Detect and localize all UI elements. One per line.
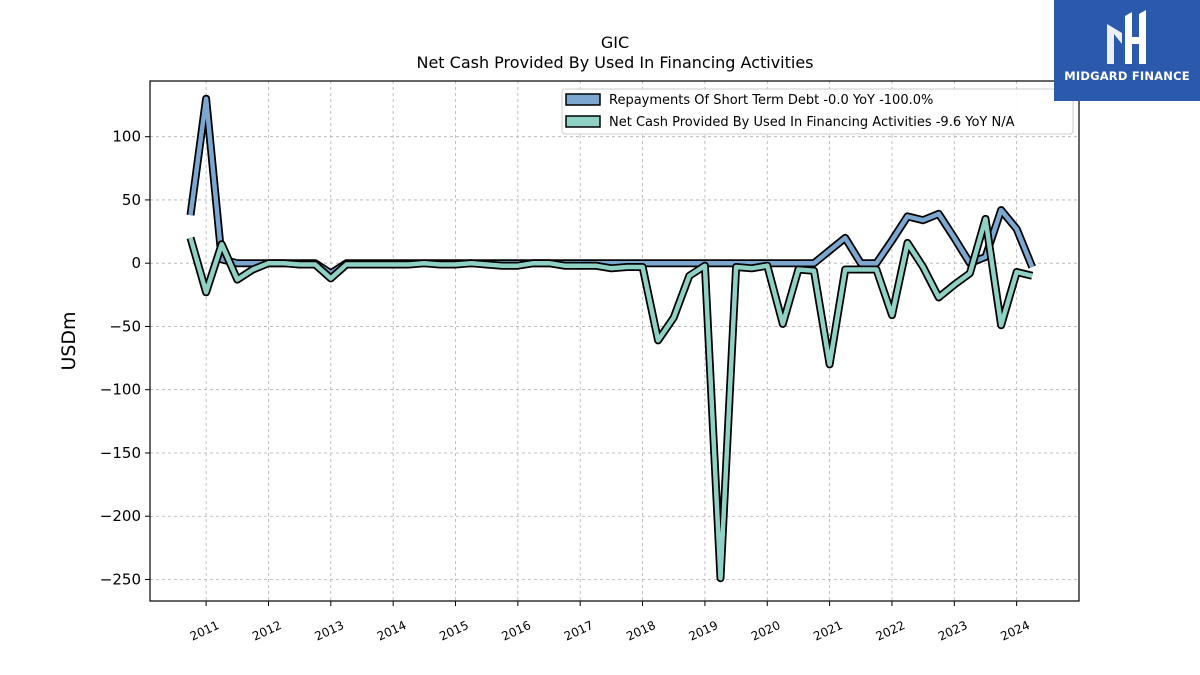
x-tick-label: 2023: [936, 618, 970, 644]
chart-subtitle: Net Cash Provided By Used In Financing A…: [416, 53, 813, 72]
y-tick-label: −250: [100, 570, 141, 588]
y-tick-label: 50: [122, 191, 141, 209]
legend-box: [561, 88, 1074, 135]
grid-lines: [150, 81, 1079, 601]
y-axis-label: USDm: [58, 311, 80, 370]
x-tick-label: 2021: [811, 618, 845, 644]
series-line-net-cash: [188, 216, 1033, 581]
x-tick-label: 2016: [500, 618, 534, 644]
y-axis: 100 50 0 −50 −100 −150 −200 −250: [100, 128, 150, 588]
legend-swatch-repayments: [565, 93, 601, 106]
y-tick-label: 100: [112, 128, 141, 146]
x-tick-label: 2011: [188, 618, 222, 644]
legend-label-net-cash: Net Cash Provided By Used In Financing A…: [609, 115, 1015, 130]
x-tick-label: 2015: [437, 618, 471, 644]
brand-logo: MIDGARD FINANCE: [1054, 0, 1200, 101]
x-axis: 2011 2012 2013 2014 2015 2016 2017 2018 2019 2020…: [188, 601, 1032, 644]
x-tick-label: 2012: [250, 618, 284, 644]
brand-name: MIDGARD FINANCE: [1064, 69, 1190, 83]
x-tick-label: 2022: [874, 618, 908, 644]
x-tick-label: 2013: [312, 618, 346, 644]
y-tick-label: 0: [131, 254, 141, 272]
x-tick-label: 2018: [624, 618, 658, 644]
y-tick-label: −200: [100, 507, 141, 525]
y-tick-label: −100: [100, 381, 141, 399]
x-tick-label: 2019: [687, 618, 721, 644]
midgard-mh-monogram-icon: [1107, 10, 1146, 64]
x-tick-label: 2014: [375, 618, 409, 644]
y-tick-label: −50: [109, 317, 141, 335]
x-tick-label: 2017: [562, 618, 596, 644]
x-tick-label: 2020: [749, 618, 783, 644]
series-lines: [186, 94, 1036, 583]
y-tick-label: −150: [100, 444, 141, 462]
series-line-outline-net-cash: [186, 214, 1034, 583]
x-tick-label: 2024: [998, 618, 1032, 644]
legend: Repayments Of Short Term Debt -0.0 YoY -…: [561, 88, 1074, 135]
chart-title: GIC: [601, 33, 629, 52]
legend-label-repayments: Repayments Of Short Term Debt -0.0 YoY -…: [609, 93, 933, 108]
plot-frame: [149, 80, 1080, 602]
legend-swatch-net-cash: [565, 115, 601, 128]
